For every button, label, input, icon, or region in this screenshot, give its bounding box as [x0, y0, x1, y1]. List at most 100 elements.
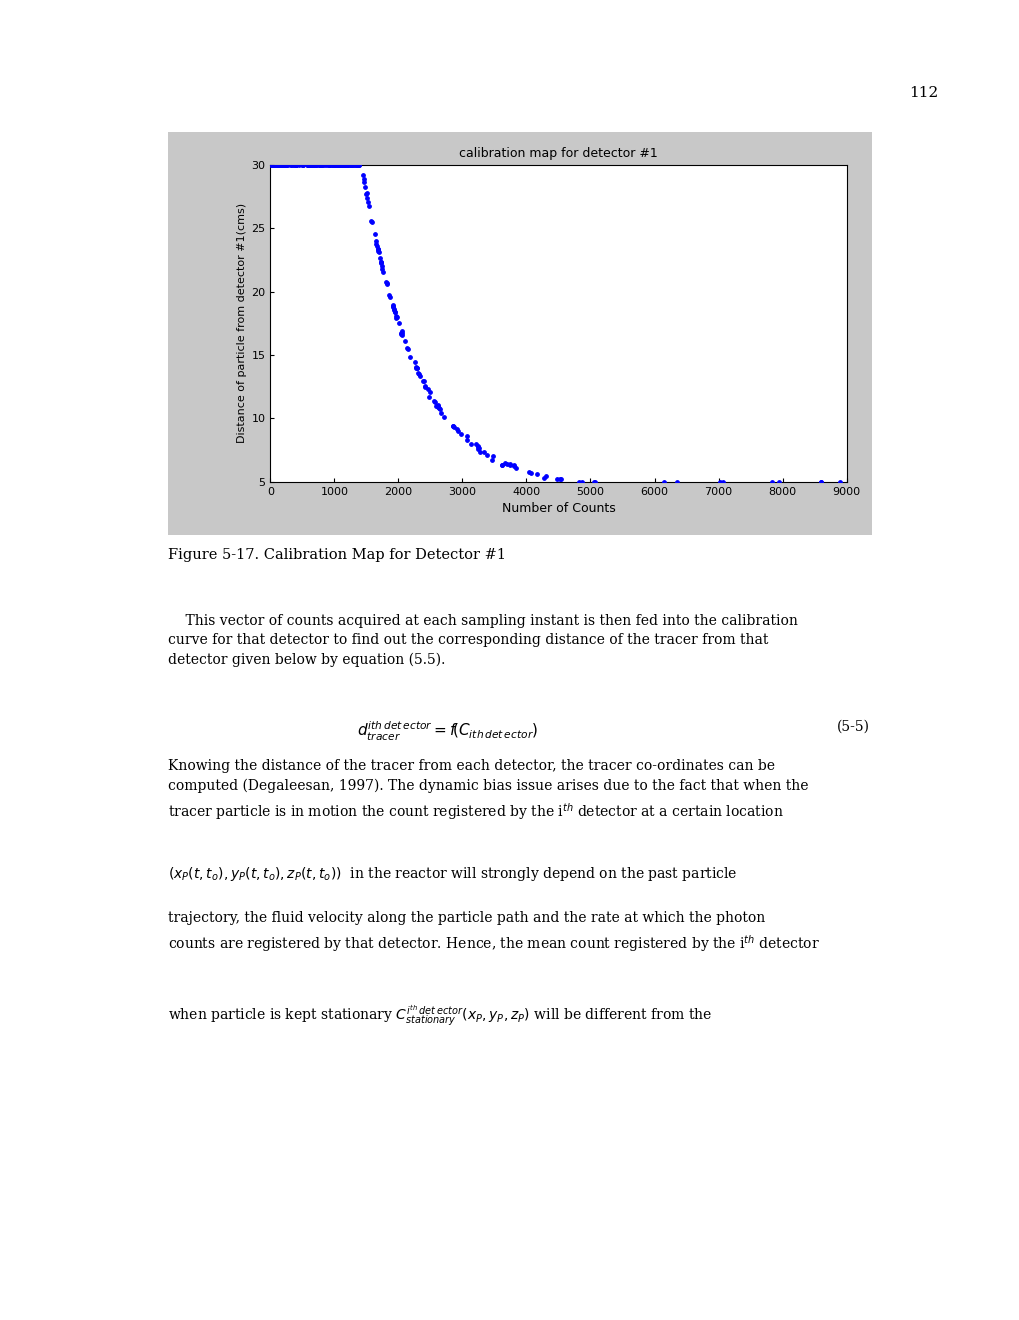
Point: [351, 154, 367, 176]
Point: [275, 154, 291, 176]
Point: [419, 379, 435, 400]
Point: [425, 391, 441, 412]
Point: [311, 154, 327, 176]
Point: [310, 154, 326, 176]
Point: [398, 338, 415, 359]
Point: [393, 325, 410, 346]
Point: [415, 371, 431, 392]
Point: [321, 154, 337, 176]
Point: [313, 154, 329, 176]
Point: [328, 154, 344, 176]
Point: [374, 259, 390, 280]
Point: [355, 169, 371, 190]
Point: [373, 252, 389, 273]
Point: [315, 154, 331, 176]
Text: (5-5): (5-5): [836, 719, 868, 734]
Point: [548, 469, 565, 490]
Point: [287, 154, 304, 176]
Point: [359, 187, 375, 209]
Point: [300, 154, 316, 176]
Point: [401, 347, 418, 368]
Point: [436, 407, 452, 428]
Point: [341, 154, 358, 176]
Point: [431, 397, 447, 418]
Point: [271, 154, 287, 176]
Point: [328, 154, 344, 176]
Point: [350, 154, 366, 176]
Point: [368, 234, 384, 255]
Point: [812, 471, 828, 492]
Point: [308, 154, 324, 176]
Point: [370, 238, 386, 259]
Point: [285, 154, 302, 176]
Point: [277, 154, 293, 176]
Point: [312, 154, 328, 176]
Point: [267, 154, 283, 176]
Point: [274, 154, 290, 176]
Point: [308, 154, 324, 176]
Point: [330, 154, 346, 176]
Point: [372, 251, 388, 272]
Point: [306, 154, 322, 176]
Point: [274, 154, 290, 176]
Point: [390, 313, 407, 334]
Point: [449, 420, 466, 441]
Point: [521, 462, 537, 483]
Point: [429, 395, 445, 416]
Point: [429, 396, 445, 417]
Point: [336, 154, 353, 176]
Point: [320, 154, 336, 176]
Point: [337, 154, 354, 176]
Point: [283, 154, 300, 176]
Point: [552, 469, 569, 490]
Point: [304, 154, 320, 176]
Point: [372, 248, 388, 269]
Text: $d_{tracer}^{ith\,det\,ector} = f\!\left(C_{ith\,det\,ector}\right)$: $d_{tracer}^{ith\,det\,ector} = f\!\left…: [357, 719, 538, 743]
Point: [368, 230, 384, 251]
Point: [370, 242, 386, 263]
Point: [426, 392, 442, 413]
Point: [493, 454, 510, 475]
Point: [344, 154, 361, 176]
Point: [408, 356, 424, 378]
Point: [277, 154, 293, 176]
Point: [287, 154, 304, 176]
Point: [387, 305, 404, 326]
Point: [326, 154, 342, 176]
Point: [323, 154, 339, 176]
Point: [325, 154, 341, 176]
Point: [370, 239, 386, 260]
Point: [263, 154, 279, 176]
Point: [421, 385, 437, 407]
Point: [470, 436, 486, 457]
Point: [417, 376, 433, 397]
Point: [379, 273, 395, 294]
Point: [300, 154, 316, 176]
Point: [312, 154, 328, 176]
Point: [571, 471, 587, 492]
Point: [444, 416, 461, 437]
Point: [498, 453, 515, 474]
Point: [311, 154, 327, 176]
Point: [471, 441, 487, 462]
Point: [330, 154, 346, 176]
Point: [812, 471, 828, 492]
Point: [342, 154, 359, 176]
Point: [301, 154, 317, 176]
Point: [265, 154, 281, 176]
Point: [274, 154, 290, 176]
Point: [551, 469, 568, 490]
Point: [357, 177, 373, 198]
Text: $\left(x_P(t,t_o), y_P(t,t_o), z_P(t,t_o)\right)$  in the reactor will strongly : $\left(x_P(t,t_o), y_P(t,t_o), z_P(t,t_o…: [168, 865, 737, 883]
Y-axis label: Distance of particle from detector #1(cms): Distance of particle from detector #1(cm…: [236, 203, 247, 444]
Point: [303, 154, 319, 176]
Point: [268, 154, 284, 176]
Point: [303, 154, 319, 176]
Point: [317, 154, 333, 176]
Text: trajectory, the fluid velocity along the particle path and the rate at which the: trajectory, the fluid velocity along the…: [168, 911, 819, 953]
Point: [355, 165, 371, 186]
Point: [444, 416, 461, 437]
Point: [393, 319, 410, 341]
Point: [501, 454, 518, 475]
Point: [351, 154, 367, 176]
